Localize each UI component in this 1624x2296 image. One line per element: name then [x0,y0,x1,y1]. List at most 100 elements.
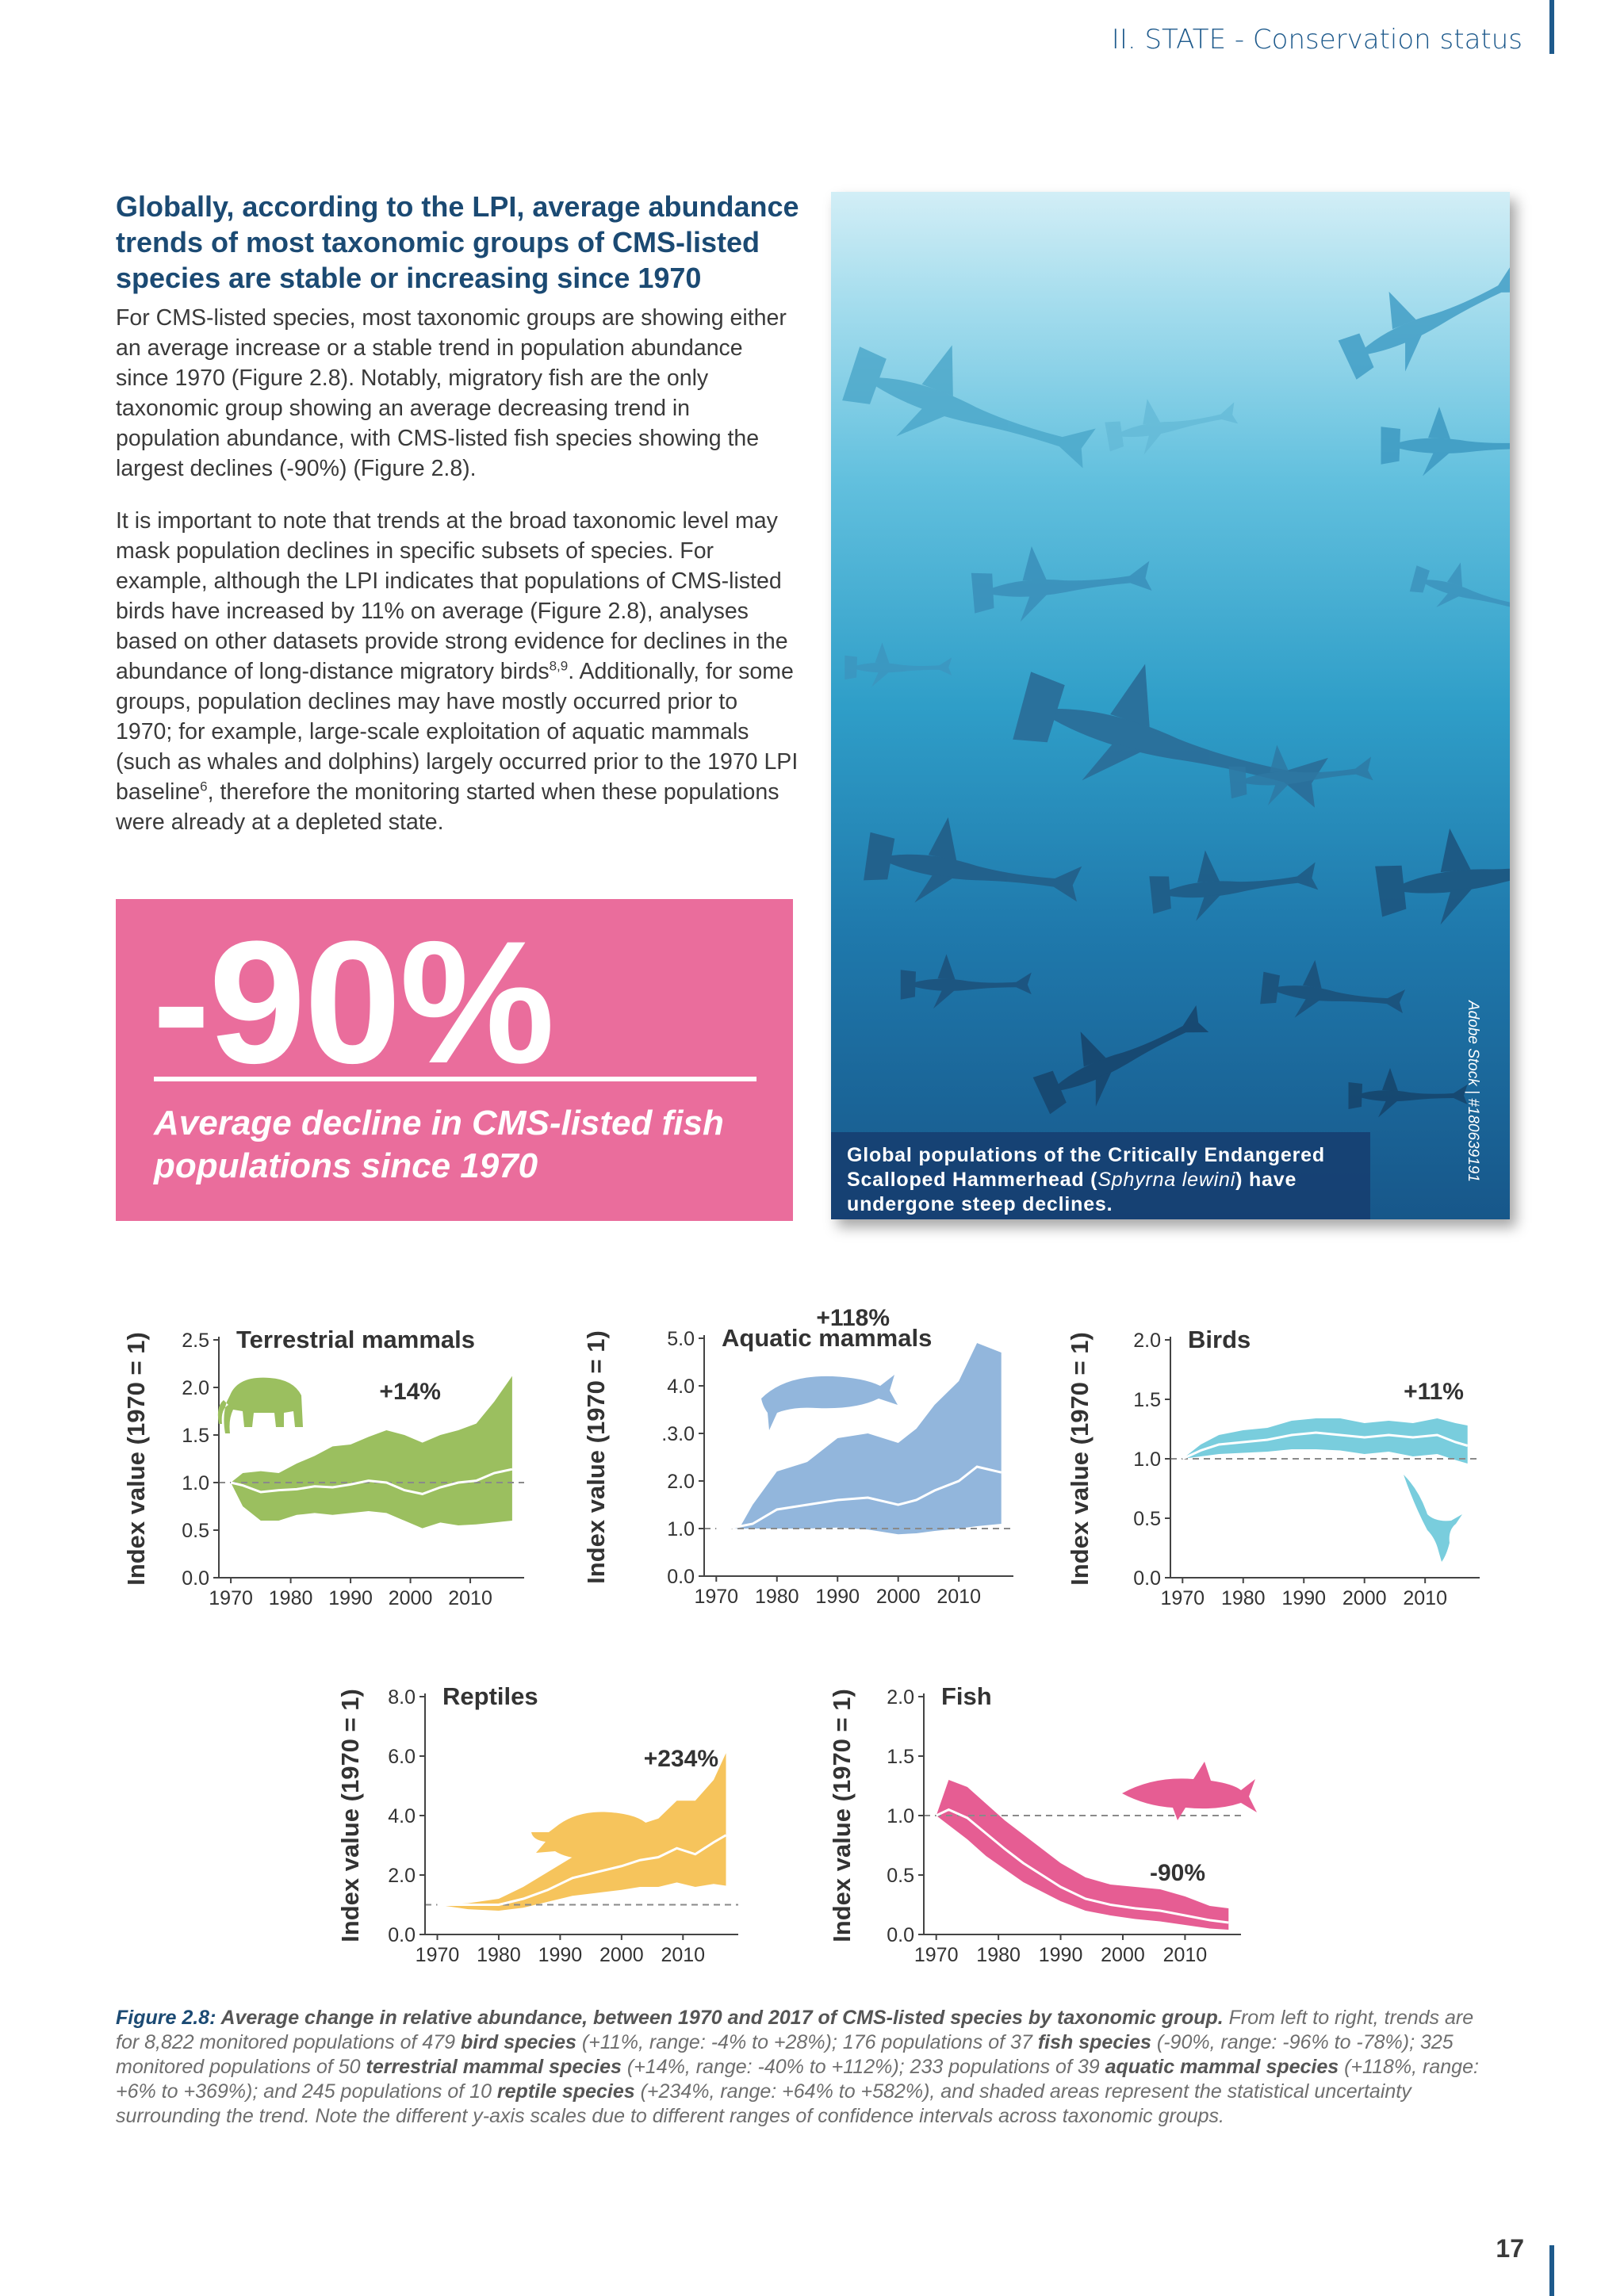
chart-title: Terrestrial mammals [236,1326,475,1353]
stat-number: -90% [152,905,555,1100]
y-tick-label: 1.0 [182,1472,209,1494]
y-axis-label: Index value (1970 = 1) [1066,1332,1094,1586]
y-tick-label: 1.0 [667,1518,695,1540]
chart-birds: 0.0 0.5 1.0 1.5 2.0 1970 1980 1990 2000 2010 Index… [1066,1326,1480,1609]
y-tick-label: 1.5 [1133,1389,1161,1411]
caption-text: (+118%, range: +6% to +369%); and 245 po… [116,2056,1479,2103]
elephant-icon [217,1377,303,1433]
y-tick-label: 2.0 [388,1865,416,1887]
citation-8-9: 8,9 [549,658,569,674]
footer-accent-bar [1549,2245,1554,2296]
x-tick-label: 2010 [936,1586,981,1608]
caption-bold-reptiles: reptile species [496,2080,635,2103]
figure-caption-title: Average change in relative abundance, be… [216,2007,1224,2029]
y-tick-label: 2.5 [182,1330,209,1352]
change-annotation: +118% [816,1307,890,1331]
photo-caption: Global populations of the Critically End… [831,1132,1370,1219]
x-tick-label: 1990 [538,1944,583,1966]
x-tick-label: 1980 [976,1944,1021,1966]
x-tick-label: 2000 [1101,1944,1145,1966]
y-tick-label: 6.0 [388,1746,416,1768]
x-tick-label: 2010 [1403,1587,1447,1609]
trend-line [437,1834,727,1906]
caption-bold-fish: fish species [1037,2031,1151,2053]
citation-6: 6 [200,779,208,794]
caption-bold-terrestrial: terrestrial mammal species [366,2056,622,2078]
x-tick-label: 1970 [914,1944,959,1966]
photo-caption-text-1: Global populations of the Critically End… [847,1144,1325,1191]
caption-text: (+234%, range: +64% to +582%), and shade… [116,2080,1411,2127]
photo-caption-species: Sphyrna lewini [1097,1169,1236,1191]
photo-caption-text-2: ) have undergone steep declines. [847,1169,1297,1215]
photo-credit: Adobe Stock | #180639191 [1465,1001,1503,1199]
y-tick-label: 2.0 [887,1686,914,1709]
change-annotation: -90% [1150,1860,1205,1886]
stat-callout-box: -90% Average decline in CMS-listed fish … [116,899,793,1221]
x-tick-label: 2010 [448,1587,492,1609]
trend-line [716,1465,1002,1530]
caption-bold-aquatic: aquatic mammal species [1105,2056,1339,2078]
trend-line [936,1808,1229,1924]
y-tick-label: 0.0 [388,1924,416,1946]
chart-reptiles: 0.0 2.0 4.0 6.0 8.0 1970 1980 1990 2000 2010 Index… [336,1682,738,1966]
change-annotation: +11% [1404,1379,1464,1405]
photo-credit-text: Adobe Stock | #180639191 [1465,1001,1481,1182]
y-tick-label: 1.0 [1133,1448,1161,1471]
confidence-band [936,1780,1229,1930]
page-number: 17 [1496,2234,1524,2263]
y-tick-label: 1.5 [182,1425,209,1447]
running-header: II. STATE - Conservation status [1111,24,1522,55]
x-tick-label: 2010 [1163,1944,1208,1966]
x-tick-label: 1990 [815,1586,860,1608]
paragraph-2-text-1: It is important to note that trends at t… [116,508,788,684]
chart-title: Fish [941,1682,992,1710]
shark-icon [1122,1762,1257,1820]
confidence-band [716,1343,1002,1535]
shark-silhouettes [837,239,1510,1126]
x-tick-label: 2000 [1342,1587,1387,1609]
chart-aquatic-mammals: 0.0 1.0 2.0 .3.0 4.0 5.0 1970 1980 1990 2000 2010 I… [582,1307,1013,1608]
whale-icon [761,1375,898,1430]
confidence-band [437,1753,726,1911]
caption-text: (+14%, range: -40% to +112%); 233 popula… [621,2056,1105,2078]
y-axis-label: Index value (1970 = 1) [122,1332,150,1586]
caption-bold-birds: bird species [461,2031,576,2053]
caption-text: (+11%, range: -4% to +28%); 176 populati… [576,2031,1038,2053]
x-tick-label: 1990 [1039,1944,1083,1966]
x-tick-label: 1980 [755,1586,799,1608]
y-tick-label: 0.0 [667,1566,695,1588]
y-tick-label: 0.0 [182,1567,209,1590]
y-tick-label: 0.5 [1133,1508,1161,1530]
y-tick-label: .3.0 [661,1423,695,1445]
trend-line [230,1468,513,1495]
y-axis-label: Index value (1970 = 1) [828,1689,856,1942]
x-tick-label: 1990 [1281,1587,1326,1609]
body-paragraph-1: For CMS-listed species, most taxonomic g… [116,305,787,481]
x-tick-label: 1970 [209,1587,253,1609]
stat-caption: Average decline in CMS-listed fish popul… [154,1104,724,1185]
change-annotation: +234% [644,1746,718,1772]
y-tick-label: 2.0 [667,1471,695,1493]
chart-terrestrial-mammals: 0.0 0.5 1.0 1.5 2.0 2.5 1970 1980 1990 2000 2010 In… [122,1326,524,1609]
hammerhead-school-illustration [837,239,1510,1126]
caption-text: From left to right, trends are for 8,822… [116,2007,1474,2053]
y-axis-label: Index value (1970 = 1) [336,1689,364,1942]
confidence-band [231,1376,512,1529]
hammerhead-photo: Global populations of the Critically End… [831,192,1510,1219]
y-tick-label: 0.0 [887,1924,914,1946]
stat-divider [154,1077,756,1081]
y-tick-label: 1.0 [887,1805,914,1827]
y-tick-label: 0.5 [182,1520,209,1542]
x-tick-label: 1990 [328,1587,373,1609]
y-tick-label: 4.0 [388,1805,416,1827]
y-tick-label: 4.0 [667,1376,695,1398]
albatross-icon [1404,1475,1462,1562]
y-tick-label: 2.0 [1133,1330,1161,1352]
x-tick-label: 1980 [269,1587,313,1609]
confidence-band [1182,1418,1468,1464]
header-accent-bar [1549,0,1554,54]
x-tick-label: 2000 [389,1587,433,1609]
figure-caption: Figure 2.8: Average change in relative a… [116,2006,1488,2129]
paragraph-2-text-3: , therefore the monitoring started when … [116,779,779,835]
chart-title: Reptiles [442,1682,538,1710]
